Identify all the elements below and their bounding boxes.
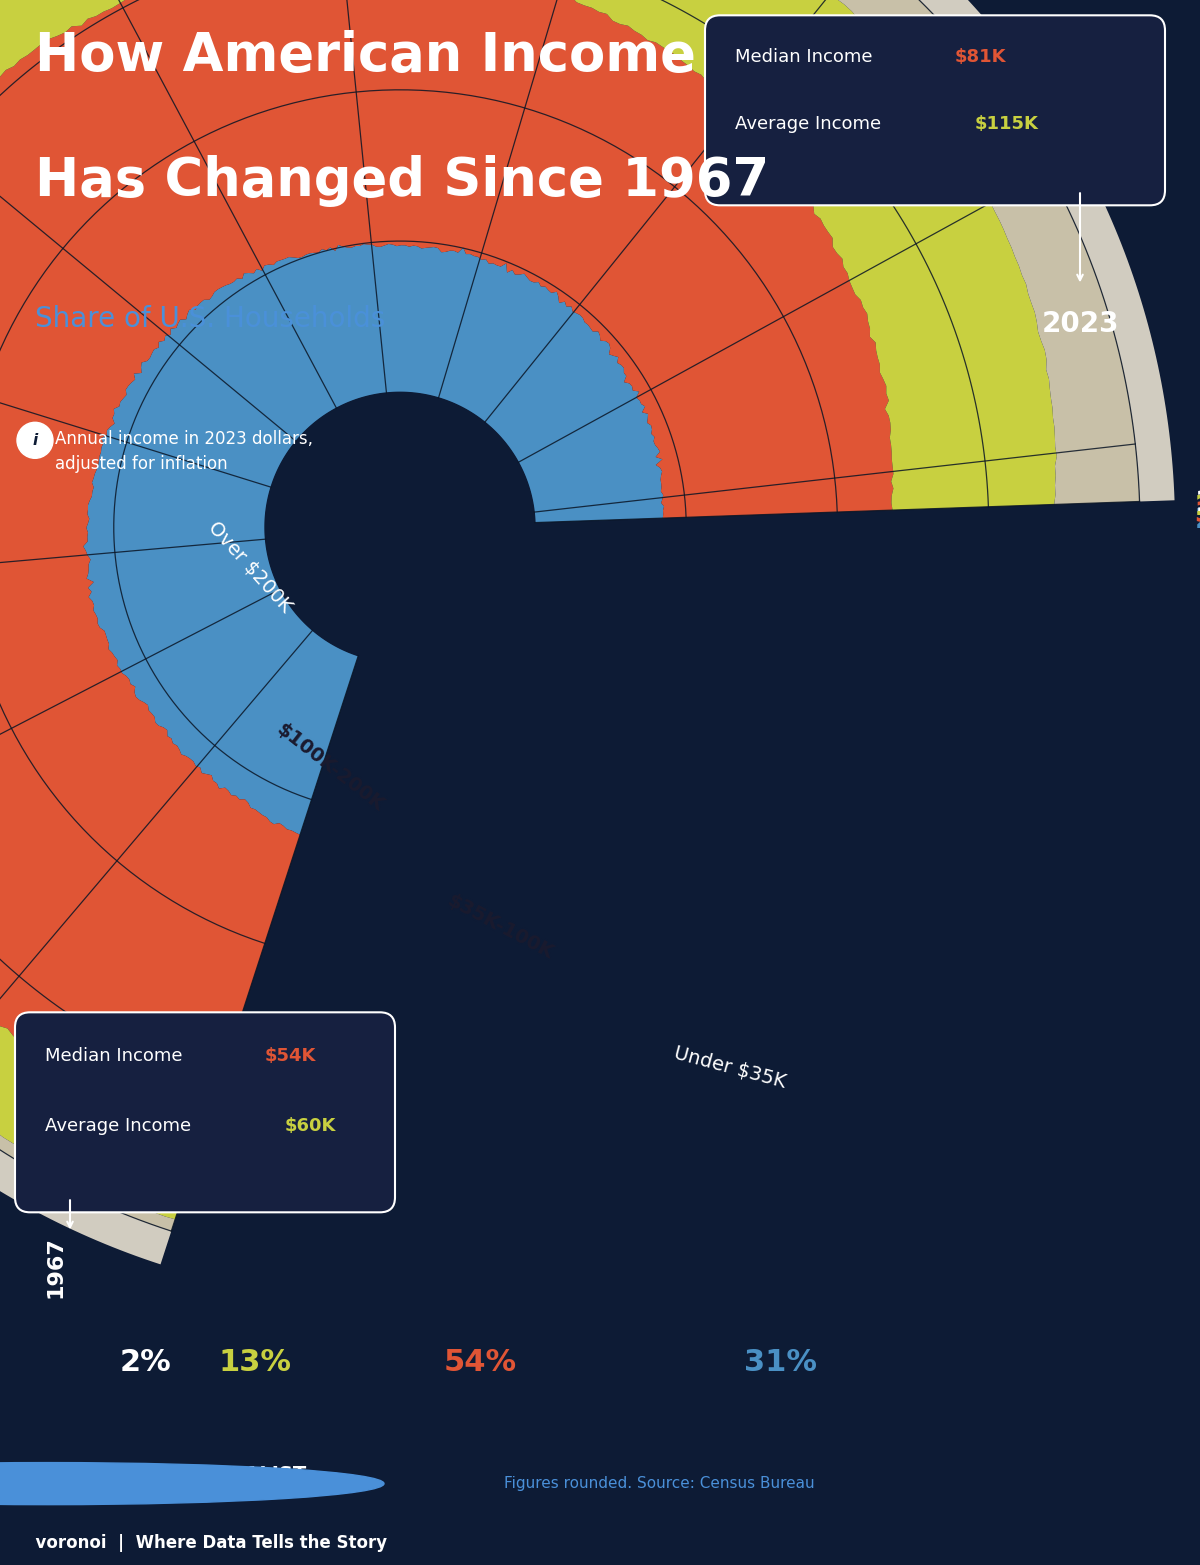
Polygon shape: [0, 0, 894, 1144]
Text: 2%: 2%: [119, 1347, 170, 1377]
Text: Median Income: Median Income: [46, 1047, 188, 1066]
Text: $100K-200K: $100K-200K: [272, 720, 388, 815]
Text: 21%: 21%: [1194, 507, 1200, 534]
Text: $81K: $81K: [955, 49, 1007, 66]
Text: How American Income: How American Income: [35, 30, 696, 83]
FancyBboxPatch shape: [14, 1013, 395, 1213]
Text: Figures rounded. Source: Census Bureau: Figures rounded. Source: Census Bureau: [504, 1476, 815, 1491]
Text: 13%: 13%: [218, 1347, 292, 1377]
Text: 2023: 2023: [1042, 310, 1118, 338]
Text: 54%: 54%: [444, 1347, 516, 1377]
Text: Annual income in 2023 dollars,
adjusted for inflation: Annual income in 2023 dollars, adjusted …: [55, 430, 313, 473]
Text: Average Income: Average Income: [734, 116, 887, 133]
Text: voronoi  |  Where Data Tells the Story: voronoi | Where Data Tells the Story: [24, 1534, 388, 1552]
Text: $60K: $60K: [284, 1117, 336, 1135]
Text: $54K: $54K: [265, 1047, 317, 1066]
Text: Over $200K: Over $200K: [204, 518, 295, 617]
Circle shape: [0, 1463, 384, 1504]
Circle shape: [17, 423, 53, 459]
Text: Has Changed Since 1967: Has Changed Since 1967: [35, 155, 769, 207]
FancyBboxPatch shape: [706, 16, 1165, 205]
Text: 1967: 1967: [46, 1236, 65, 1299]
Text: 14%: 14%: [1194, 488, 1200, 516]
Text: 38%: 38%: [1194, 501, 1200, 527]
Text: $35K-100K: $35K-100K: [444, 892, 557, 962]
Text: Under $35K: Under $35K: [672, 1044, 788, 1091]
Text: Share of U.S. Households: Share of U.S. Households: [35, 305, 385, 333]
Polygon shape: [265, 393, 535, 662]
Text: Average Income: Average Income: [46, 1117, 197, 1135]
Polygon shape: [0, 0, 1057, 1219]
Text: i: i: [32, 434, 37, 448]
Text: VISUAL CAPITALIST: VISUAL CAPITALIST: [96, 1465, 306, 1484]
Polygon shape: [0, 0, 1140, 1232]
Text: 27%: 27%: [1194, 493, 1200, 521]
Text: $115K: $115K: [974, 116, 1039, 133]
Text: Median Income: Median Income: [734, 49, 878, 66]
Polygon shape: [0, 0, 1175, 1265]
Text: 31%: 31%: [744, 1347, 816, 1377]
Polygon shape: [83, 244, 664, 834]
